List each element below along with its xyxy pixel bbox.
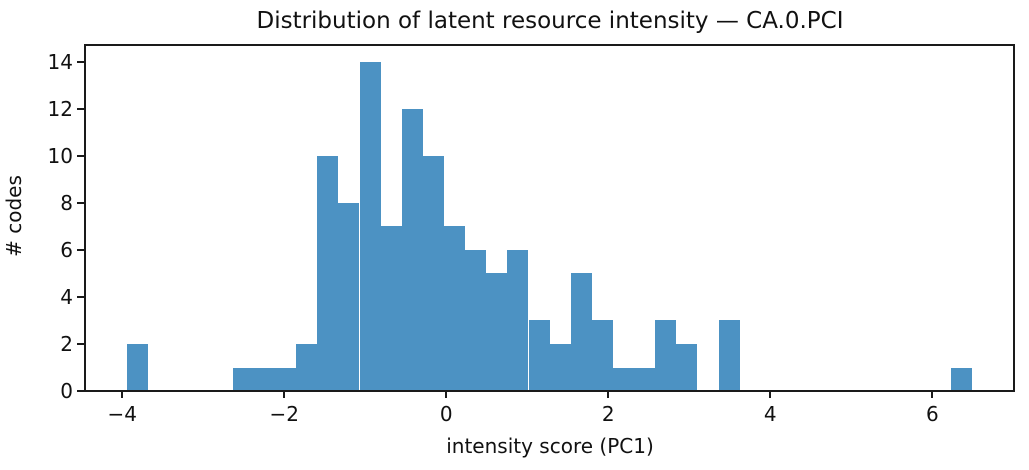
x-tick-label: 6 [926, 402, 939, 426]
histogram-bar [591, 320, 613, 391]
histogram-bar [317, 155, 339, 391]
histogram-bar [549, 343, 571, 391]
y-tick-mark [77, 201, 84, 204]
histogram-bar [507, 249, 529, 391]
histogram-bar [127, 343, 149, 391]
x-tick-mark [931, 391, 934, 398]
y-tick-mark [77, 295, 84, 298]
y-tick-mark [77, 60, 84, 63]
histogram-bar [655, 320, 677, 391]
x-tick-label: −4 [107, 402, 138, 426]
histogram-bar [422, 155, 444, 391]
histogram-bar [718, 320, 740, 391]
histogram-bar [275, 367, 297, 391]
histogram-bar [528, 320, 550, 391]
x-tick-mark [769, 391, 772, 398]
x-tick-label: −2 [269, 402, 300, 426]
y-tick-label: 4 [60, 284, 73, 309]
y-tick-label: 0 [60, 379, 73, 403]
histogram-bar [253, 367, 275, 391]
x-tick-mark [607, 391, 610, 398]
y-tick-mark [77, 154, 84, 157]
histogram-bar [570, 273, 592, 391]
histogram-bar [634, 367, 656, 391]
histogram-bar [338, 202, 360, 391]
chart-title: Distribution of latent resource intensit… [256, 8, 844, 34]
x-tick-mark [445, 391, 448, 398]
histogram-bar [951, 367, 973, 391]
x-tick-mark [121, 391, 124, 398]
y-tick-mark [77, 342, 84, 345]
x-tick-mark [283, 391, 286, 398]
y-tick-label: 2 [60, 331, 73, 356]
histogram-bar [444, 226, 466, 391]
histogram-bar [359, 61, 381, 391]
histogram-bar [613, 367, 635, 391]
y-tick-mark [77, 390, 84, 392]
y-axis-label: # codes [2, 175, 26, 257]
y-tick-label: 14 [47, 49, 73, 74]
y-tick-label: 10 [47, 143, 73, 168]
x-tick-label: 2 [601, 402, 615, 426]
y-tick-mark [77, 248, 84, 251]
y-tick-mark [77, 107, 84, 110]
x-tick-label: 4 [763, 402, 777, 426]
x-tick-label: 0 [439, 402, 453, 426]
histogram-bar [486, 273, 508, 391]
y-tick-label: 8 [60, 190, 73, 215]
histogram-bar [465, 249, 487, 391]
histogram-bar [380, 226, 402, 391]
y-tick-label: 6 [60, 237, 73, 262]
histogram-bar [676, 343, 698, 391]
histogram-bar [296, 343, 318, 391]
x-axis-label: intensity score (PC1) [446, 434, 654, 458]
histogram-bar [232, 367, 254, 391]
y-tick-label: 12 [47, 96, 73, 121]
histogram-bar [401, 108, 423, 391]
